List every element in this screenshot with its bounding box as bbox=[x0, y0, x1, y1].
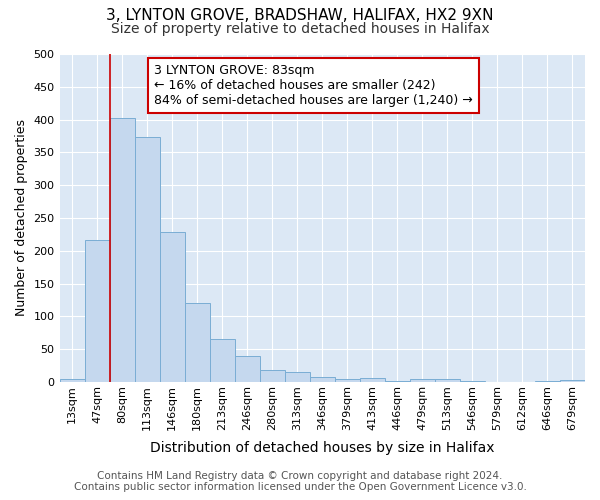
Bar bbox=[134, 136, 160, 382]
Text: Contains HM Land Registry data © Crown copyright and database right 2024.
Contai: Contains HM Land Registry data © Crown c… bbox=[74, 471, 526, 492]
Bar bbox=[160, 232, 185, 382]
Bar bbox=[310, 378, 335, 382]
Bar bbox=[335, 378, 360, 382]
Text: Size of property relative to detached houses in Halifax: Size of property relative to detached ho… bbox=[110, 22, 490, 36]
Bar bbox=[535, 380, 560, 382]
Text: 3, LYNTON GROVE, BRADSHAW, HALIFAX, HX2 9XN: 3, LYNTON GROVE, BRADSHAW, HALIFAX, HX2 … bbox=[106, 8, 494, 22]
X-axis label: Distribution of detached houses by size in Halifax: Distribution of detached houses by size … bbox=[150, 441, 494, 455]
Y-axis label: Number of detached properties: Number of detached properties bbox=[15, 120, 28, 316]
Bar bbox=[110, 118, 134, 382]
Bar bbox=[360, 378, 385, 382]
Bar bbox=[460, 380, 485, 382]
Bar bbox=[435, 378, 460, 382]
Bar bbox=[185, 304, 209, 382]
Bar bbox=[260, 370, 285, 382]
Text: 3 LYNTON GROVE: 83sqm
← 16% of detached houses are smaller (242)
84% of semi-det: 3 LYNTON GROVE: 83sqm ← 16% of detached … bbox=[154, 64, 473, 107]
Bar bbox=[560, 380, 585, 382]
Bar bbox=[385, 380, 410, 382]
Bar bbox=[410, 378, 435, 382]
Bar bbox=[209, 340, 235, 382]
Bar bbox=[59, 380, 85, 382]
Bar bbox=[235, 356, 260, 382]
Bar bbox=[285, 372, 310, 382]
Bar bbox=[85, 240, 110, 382]
